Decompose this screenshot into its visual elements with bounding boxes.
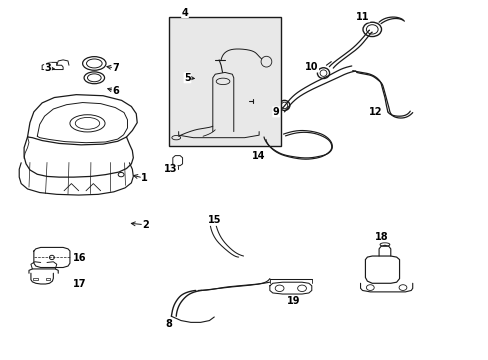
Text: 14: 14 (252, 150, 265, 161)
Text: 15: 15 (207, 215, 221, 225)
Bar (33, 278, 38, 280)
Text: 9: 9 (272, 107, 279, 117)
Text: 2: 2 (142, 220, 148, 230)
Text: 17: 17 (73, 279, 87, 289)
Text: 8: 8 (164, 319, 171, 329)
Text: 3: 3 (44, 63, 51, 73)
Bar (45, 278, 50, 280)
Text: 1: 1 (141, 173, 147, 183)
Text: 10: 10 (305, 62, 318, 72)
Text: 7: 7 (112, 63, 119, 73)
Text: 5: 5 (183, 73, 190, 83)
Text: 11: 11 (356, 12, 369, 22)
Text: 4: 4 (181, 8, 188, 18)
Text: 19: 19 (286, 296, 300, 306)
Text: 13: 13 (163, 164, 177, 174)
Bar (168, 17, 281, 146)
Text: 18: 18 (374, 232, 388, 242)
Text: 6: 6 (112, 86, 119, 96)
Text: 12: 12 (368, 107, 382, 117)
Text: 16: 16 (73, 253, 87, 263)
